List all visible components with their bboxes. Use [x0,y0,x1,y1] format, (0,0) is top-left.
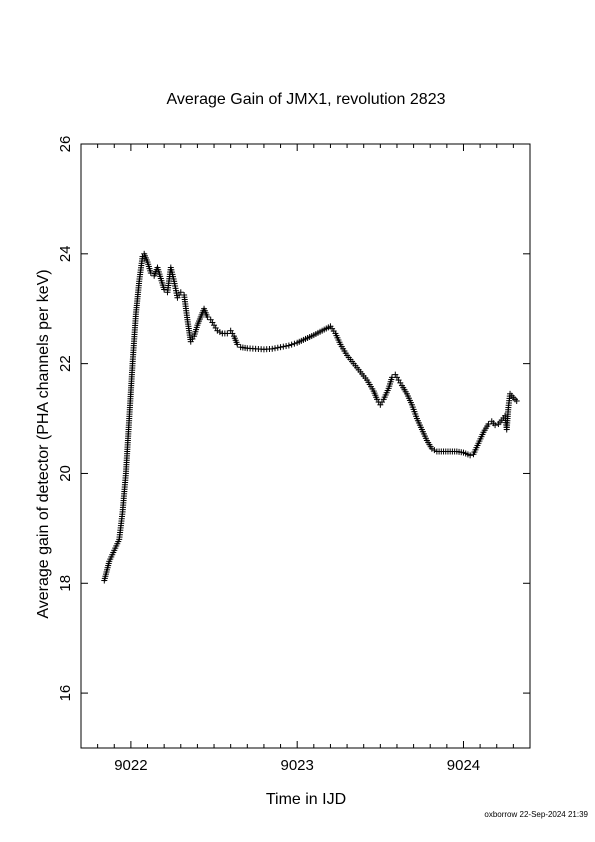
data-point [288,341,295,348]
data-point [274,344,281,351]
x-tick-label: 9023 [280,757,313,774]
data-point [234,341,241,348]
y-tick-label: 24 [57,245,74,262]
data-point [147,270,154,277]
data-point [285,342,292,349]
y-axis-label: Average gain of detector (PHA channels p… [35,269,52,618]
y-tick-label: 16 [57,685,74,702]
data-point [204,313,211,320]
x-tick-label: 9024 [447,757,480,774]
data-point [291,340,298,347]
y-tick-label: 20 [57,465,74,482]
data-point [177,289,184,296]
data-point [485,421,492,428]
y-tick-label: 18 [57,575,74,592]
data-point [283,343,290,350]
y-axis: 16 18 20 22 24 26 [57,136,530,702]
footer-timestamp: oxborrow 22-Sep-2024 21:39 [484,810,588,819]
data-point [513,397,520,404]
x-axis-label: Time in IJD [266,791,346,808]
chart-title: Average Gain of JMX1, revolution 2823 [167,91,446,108]
plot-frame [80,143,531,749]
data-points [101,250,520,584]
data-point [280,343,287,350]
data-point [467,452,474,459]
data-point [492,422,499,429]
data-point [272,345,279,352]
y-tick-label: 26 [57,136,74,153]
x-tick-label: 9022 [114,757,147,774]
data-point [277,344,284,351]
data-point [269,345,276,352]
y-tick-label: 22 [57,355,74,372]
x-axis: 9022 9023 9024 [80,144,531,774]
